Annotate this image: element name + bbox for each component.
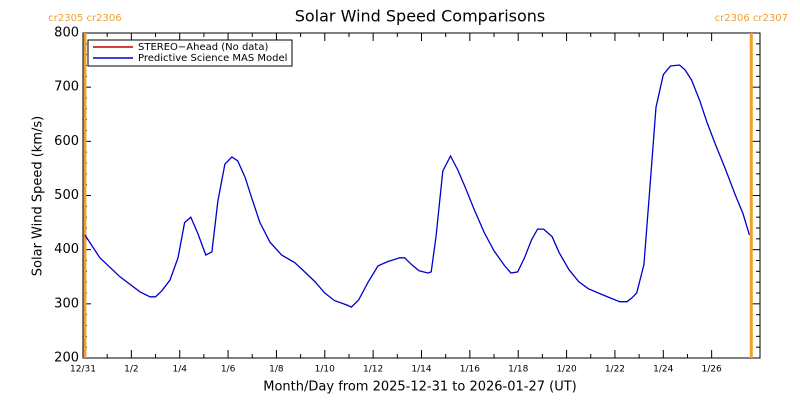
- legend-box: [87, 39, 293, 67]
- marker-label: cr2306 cr2307: [715, 13, 788, 24]
- x-tick-label: 1/26: [702, 365, 722, 375]
- x-tick-label: 1/2: [124, 365, 138, 375]
- legend-label: Predictive Science MAS Model: [138, 53, 287, 64]
- x-tick-label: 1/12: [363, 365, 383, 375]
- y-axis-label: Solar Wind Speed (km/s): [31, 116, 46, 276]
- x-tick-label: 1/14: [411, 365, 431, 375]
- x-tick-label: 1/8: [269, 365, 284, 375]
- x-tick-label: 1/20: [556, 365, 576, 375]
- plot-frame: [82, 32, 761, 359]
- data-line: [84, 64, 751, 308]
- x-tick-label: 1/16: [460, 365, 480, 375]
- x-tick-label: 1/6: [221, 365, 236, 375]
- x-tick-label: 1/24: [653, 365, 673, 375]
- y-tick-label: 700: [54, 80, 79, 95]
- y-tick-label: 400: [54, 242, 79, 257]
- chart-title: Solar Wind Speed Comparisons: [295, 7, 546, 26]
- x-tick-label: 1/18: [508, 365, 528, 375]
- y-tick-label: 500: [54, 188, 79, 203]
- y-tick-label: 200: [54, 351, 79, 366]
- x-tick-label: 12/31: [70, 365, 96, 375]
- x-axis-label: Month/Day from 2025-12-31 to 2026-01-27 …: [263, 380, 576, 395]
- marker-label: cr2305 cr2306: [48, 13, 121, 24]
- y-tick-label: 600: [54, 134, 79, 149]
- legend-label: STEREO−Ahead (No data): [138, 42, 268, 53]
- y-tick-label: 800: [54, 26, 79, 41]
- y-tick-label: 300: [54, 296, 79, 311]
- x-tick-label: 1/22: [605, 365, 625, 375]
- x-tick-label: 1/4: [172, 365, 187, 375]
- x-tick-label: 1/10: [315, 365, 335, 375]
